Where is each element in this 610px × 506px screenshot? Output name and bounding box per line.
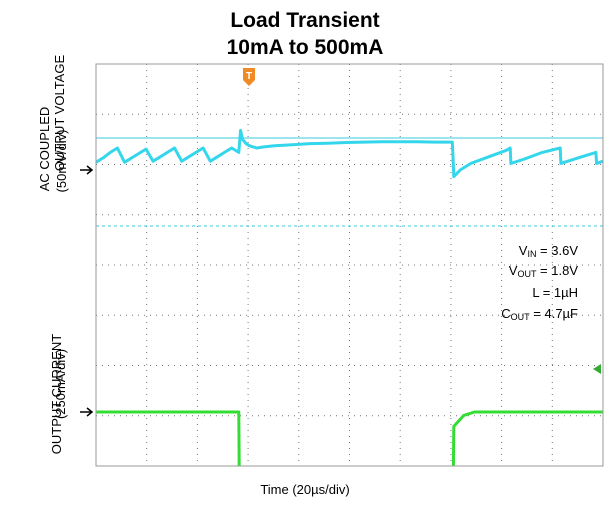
current-trace <box>96 410 603 466</box>
grid <box>96 64 603 466</box>
annotation-vout: VOUT = 1.8V <box>508 263 578 279</box>
x-axis-label: Time (20µs/div) <box>260 482 350 497</box>
trigger-marker-label: T <box>246 71 252 82</box>
traces <box>96 128 603 466</box>
chart-title: Load Transient <box>230 9 380 32</box>
current-offset-arrow-icon <box>593 364 601 374</box>
plot-frame <box>95 63 604 467</box>
plot-border <box>95 63 604 467</box>
annotation-vin: VIN = 3.6V <box>518 243 578 259</box>
trigger-marker-shape <box>243 68 255 86</box>
voltage-axis-label-2: AC COUPLED <box>37 106 52 192</box>
voltage-axis-label-3: (50mV/div) <box>54 129 69 193</box>
voltage-trace <box>96 128 603 179</box>
voltage-ground-arrow-icon <box>80 165 94 175</box>
current-axis-label-2: (250mA/div) <box>53 348 68 420</box>
chart-subtitle: 10mA to 500mA <box>226 36 384 59</box>
markers: T <box>80 68 601 417</box>
current-ground-arrow-icon <box>80 407 94 417</box>
annotation-inductance: L = 1µH <box>532 285 578 300</box>
annotation-cout: COUT = 4.7µF <box>501 306 578 322</box>
reference-lines <box>96 137 603 227</box>
trigger-marker-icon: T <box>243 68 255 86</box>
